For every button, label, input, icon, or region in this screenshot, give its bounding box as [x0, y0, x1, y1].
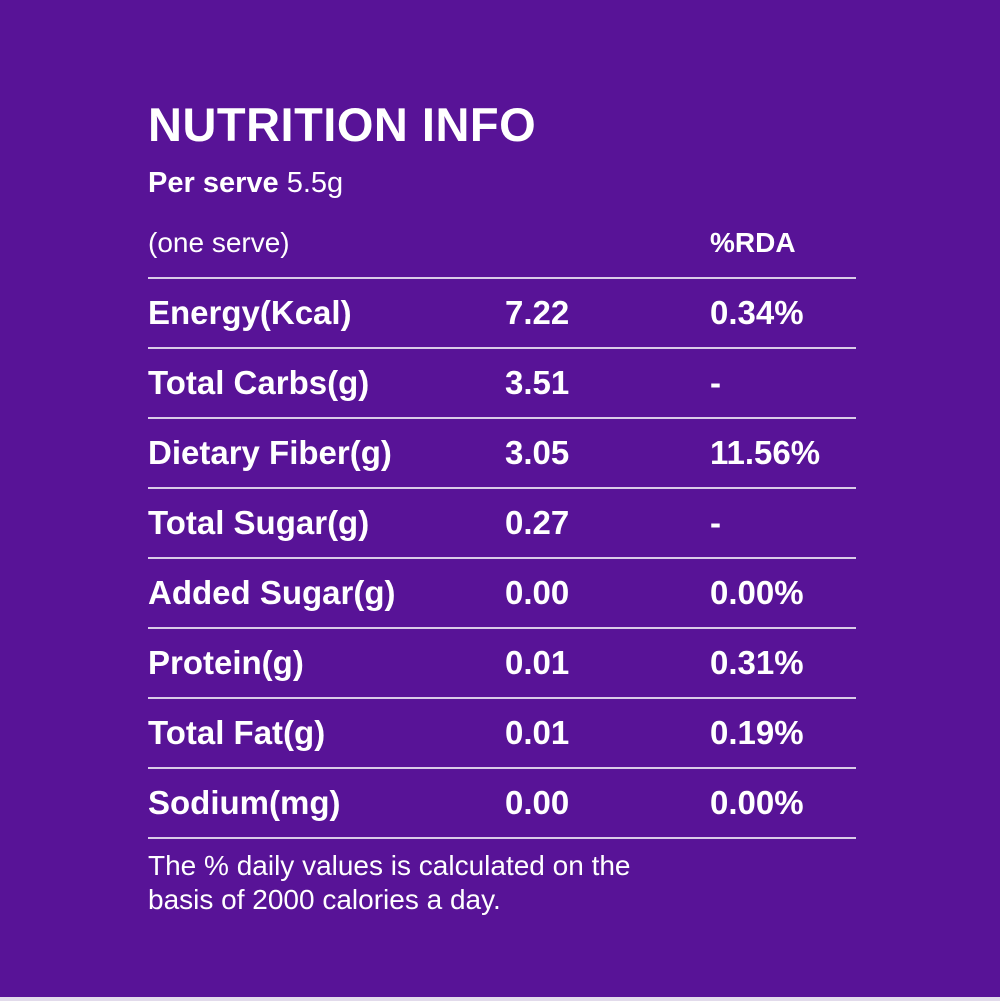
nutrient-value: 3.05	[505, 434, 570, 471]
page-title: NUTRITION INFO	[148, 98, 537, 151]
nutrient-value: 0.27	[505, 504, 570, 541]
nutrient-label: Total Carbs(g)	[148, 364, 370, 401]
footer-note-line2: basis of 2000 calories a day.	[148, 884, 501, 915]
table-header-row: (one serve) %RDA	[148, 229, 856, 257]
rda-column-header: %RDA	[710, 227, 796, 258]
nutrient-rda: -	[710, 364, 721, 401]
nutrient-rda: -	[710, 504, 721, 541]
nutrient-label: Dietary Fiber(g)	[148, 434, 392, 471]
nutrient-rda: 0.34%	[710, 294, 804, 331]
nutrient-label: Added Sugar(g)	[148, 574, 396, 611]
table-row: Energy(Kcal) 7.22 0.34%	[148, 279, 856, 349]
nutrient-rda: 0.00%	[710, 574, 804, 611]
nutrient-value: 0.01	[505, 644, 570, 681]
nutrient-value: 7.22	[505, 294, 570, 331]
footer-note-line1: The % daily values is calculated on the	[148, 850, 631, 881]
nutrient-rda: 0.00%	[710, 784, 804, 821]
nutrient-label: Total Sugar(g)	[148, 504, 370, 541]
serve-note: (one serve)	[148, 227, 290, 258]
nutrient-value: 0.00	[505, 784, 570, 821]
label-content: NUTRITION INFO Per serve 5.5g (one serve…	[148, 0, 856, 917]
table-row: Total Carbs(g) 3.51 -	[148, 349, 856, 419]
serve-size-label: Per serve	[148, 167, 279, 199]
nutrient-label: Total Fat(g)	[148, 714, 326, 751]
table-row: Added Sugar(g) 0.00 0.00%	[148, 559, 856, 629]
nutrient-rda: 11.56%	[710, 434, 821, 471]
table-row: Total Sugar(g) 0.27 -	[148, 489, 856, 559]
nutrient-label: Protein(g)	[148, 644, 304, 681]
nutrient-value: 0.01	[505, 714, 570, 751]
table-row: Sodium(mg) 0.00 0.00%	[148, 769, 856, 839]
nutrient-label: Sodium(mg)	[148, 784, 341, 821]
serve-size-value: 5.5g	[286, 167, 344, 199]
nutrient-rda: 0.19%	[710, 714, 804, 751]
nutrient-value: 0.00	[505, 574, 570, 611]
serve-size-line: Per serve 5.5g	[148, 169, 856, 198]
nutrient-label: Energy(Kcal)	[148, 294, 352, 331]
table-row: Protein(g) 0.01 0.31%	[148, 629, 856, 699]
bottom-edge-strip	[0, 997, 1000, 1001]
table-row: Total Fat(g) 0.01 0.19%	[148, 699, 856, 769]
table-row: Dietary Fiber(g) 3.05 11.56%	[148, 419, 856, 489]
footer-note: The % daily values is calculated on the …	[148, 849, 856, 917]
nutrient-value: 3.51	[505, 364, 570, 401]
nutrition-table: Energy(Kcal) 7.22 0.34% Total Carbs(g) 3…	[148, 277, 856, 839]
nutrient-rda: 0.31%	[710, 644, 804, 681]
